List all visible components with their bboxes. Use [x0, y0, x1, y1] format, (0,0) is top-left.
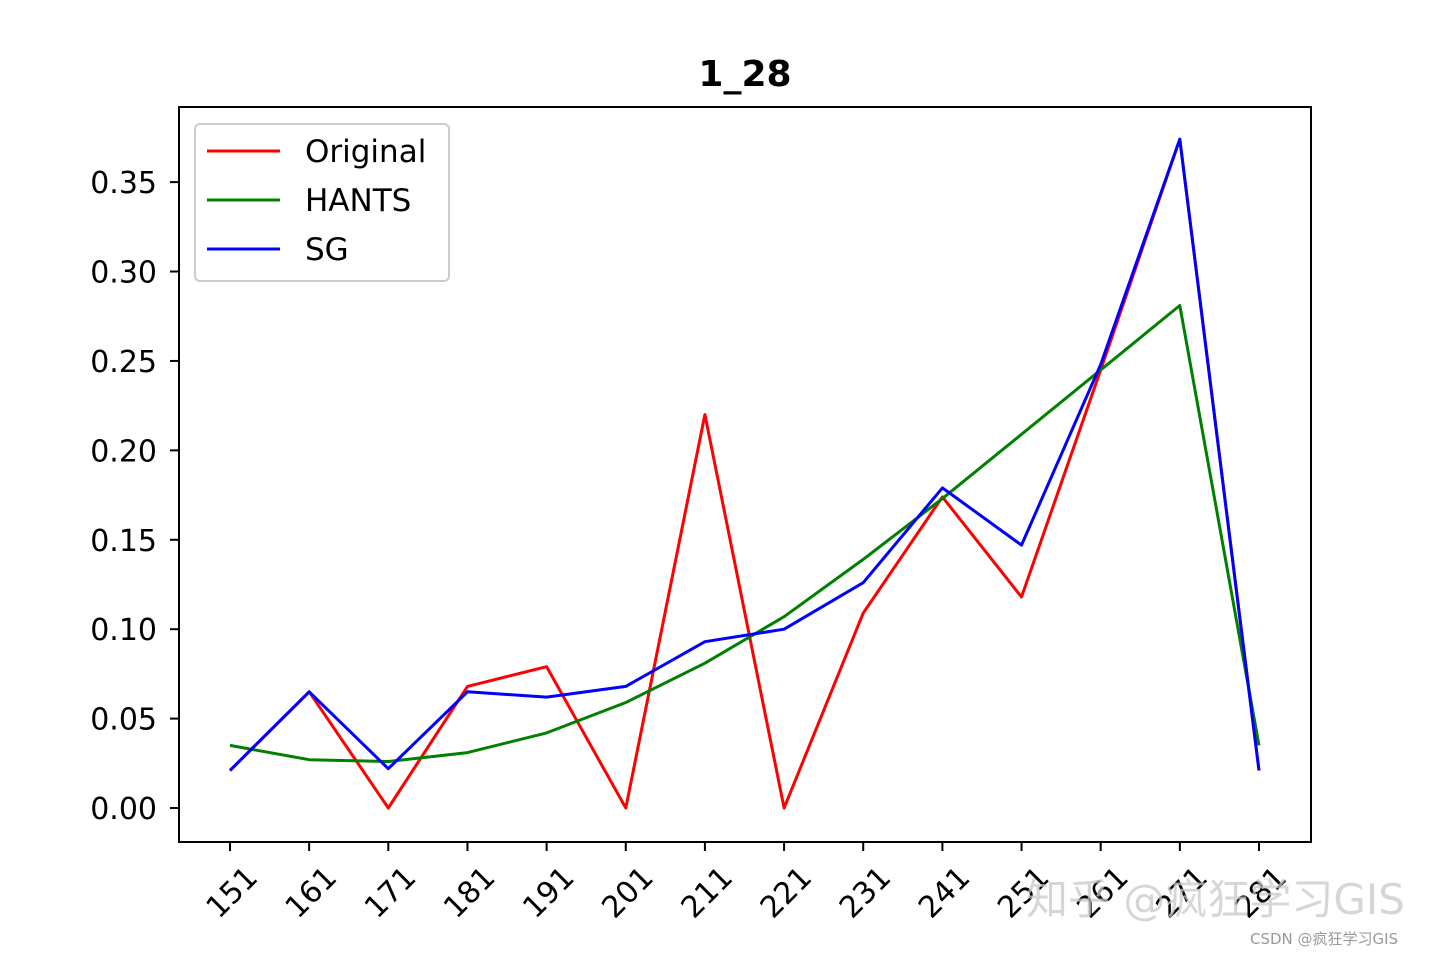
y-tick-label: 0.20: [90, 434, 157, 469]
y-tick-label: 0.05: [90, 703, 157, 738]
x-tick-label: 211: [675, 860, 740, 925]
x-tick-label: 171: [358, 860, 423, 925]
y-tick-label: 0.30: [90, 256, 157, 291]
series-line-sg: [228, 137, 1261, 772]
x-tick-label: 191: [516, 860, 581, 925]
x-tick-label: 231: [833, 860, 898, 925]
watermark-main: 知乎 @疯狂学习GIS: [1026, 875, 1405, 924]
legend-label-hants: HANTS: [305, 183, 411, 219]
y-tick-label: 0.15: [90, 524, 157, 559]
x-tick-label: 151: [200, 860, 265, 925]
series-line-hants: [229, 304, 1261, 763]
plot-frame: [178, 106, 1312, 843]
legend-label-original: Original: [305, 134, 426, 170]
x-tick-label: 161: [279, 860, 344, 925]
x-tick-label: 241: [912, 860, 977, 925]
y-tick-label: 0.10: [90, 613, 157, 648]
y-axis: 0.00 0.05 0.10 0.15 0.20 0.25 0.30 0.35: [90, 166, 179, 827]
plot-lines: [228, 137, 1261, 810]
y-tick-label: 0.25: [90, 345, 157, 380]
legend-label-sg: SG: [305, 232, 349, 268]
series-line-original: [228, 137, 1261, 810]
y-tick-label: 0.00: [90, 792, 157, 827]
chart-title: 1_28: [698, 54, 791, 95]
x-tick-label: 201: [595, 860, 660, 925]
y-tick-label: 0.35: [90, 166, 157, 201]
watermark-footer: CSDN @疯狂学习GIS: [1250, 930, 1399, 948]
x-tick-label: 221: [754, 860, 819, 925]
legend: Original HANTS SG: [194, 123, 450, 282]
legend-box: [194, 123, 450, 282]
x-tick-label: 181: [437, 860, 502, 925]
